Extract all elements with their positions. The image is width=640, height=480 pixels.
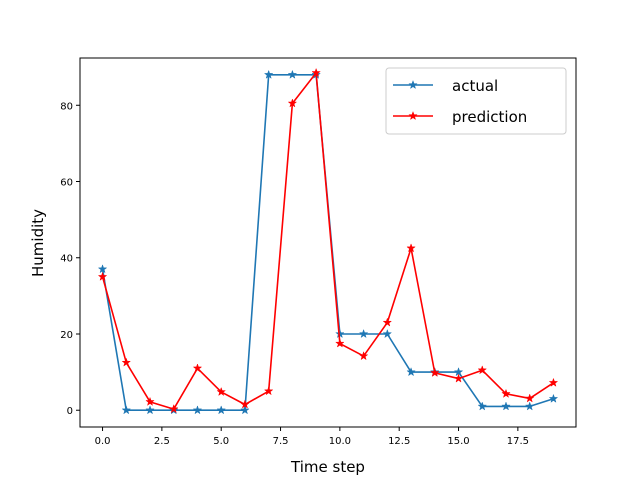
legend: actual prediction (385, 67, 567, 135)
data-point-prediction (263, 386, 274, 396)
data-point-actual (145, 405, 155, 415)
data-point-prediction (97, 271, 108, 281)
x-tick-label: 7.5 (273, 436, 289, 447)
data-point-prediction (548, 377, 559, 387)
data-point-actual (358, 328, 369, 339)
data-point-actual (477, 401, 488, 411)
legend-label-actual: actual (452, 77, 498, 95)
data-point-actual (263, 69, 274, 79)
data-point-actual (192, 405, 203, 415)
data-point-prediction (240, 399, 250, 409)
x-axis-ticks: 0.0 2.5 5.0 7.5 10.0 12.5 15.0 17.5 (95, 427, 529, 447)
data-point-actual (406, 367, 416, 377)
x-tick-label: 2.5 (154, 436, 170, 447)
x-tick-label: 17.5 (507, 436, 529, 447)
data-point-prediction (406, 243, 416, 253)
series-line-prediction (101, 72, 554, 410)
axes-frame (79, 57, 577, 428)
y-tick-label: 40 (60, 254, 73, 265)
data-point-prediction (121, 357, 132, 367)
y-axis-title: Humidity (29, 209, 47, 277)
data-point-actual (524, 401, 535, 411)
x-tick-label: 15.0 (447, 436, 469, 447)
data-point-actual (382, 328, 393, 339)
y-tick-label: 80 (60, 101, 73, 112)
data-point-actual (287, 69, 298, 79)
data-point-prediction (501, 388, 511, 398)
data-point-prediction (477, 365, 488, 375)
y-tick-label: 60 (60, 178, 73, 189)
data-point-prediction (192, 363, 203, 373)
data-point-actual (216, 405, 227, 415)
y-tick-label: 0 (67, 406, 73, 417)
data-point-prediction (429, 367, 440, 377)
data-point-prediction (311, 67, 321, 77)
x-tick-label: 10.0 (329, 436, 351, 447)
data-point-prediction (168, 404, 179, 414)
x-tick-label: 5.0 (213, 436, 229, 447)
x-tick-label: 0.0 (95, 436, 111, 447)
data-point-actual (121, 405, 132, 415)
data-point-prediction (382, 317, 393, 327)
x-tick-label: 12.5 (388, 436, 410, 447)
data-point-prediction (216, 386, 227, 397)
legend-label-prediction: prediction (452, 108, 527, 126)
data-point-prediction (145, 396, 155, 406)
data-point-actual (240, 405, 250, 415)
legend-marker-prediction (408, 110, 418, 121)
data-point-actual (97, 264, 108, 274)
data-point-prediction (524, 393, 535, 403)
y-tick-label: 20 (60, 330, 73, 341)
data-point-prediction (287, 98, 298, 108)
data-point-prediction (358, 351, 369, 361)
data-point-actual (548, 393, 559, 403)
legend-marker-actual (408, 79, 418, 90)
plot-area (97, 67, 559, 415)
data-point-prediction (335, 338, 345, 348)
data-point-actual (501, 401, 511, 411)
data-point-prediction (453, 373, 464, 383)
y-axis-ticks: 0 20 40 60 80 (60, 101, 80, 417)
x-axis-title: Time step (290, 458, 365, 476)
